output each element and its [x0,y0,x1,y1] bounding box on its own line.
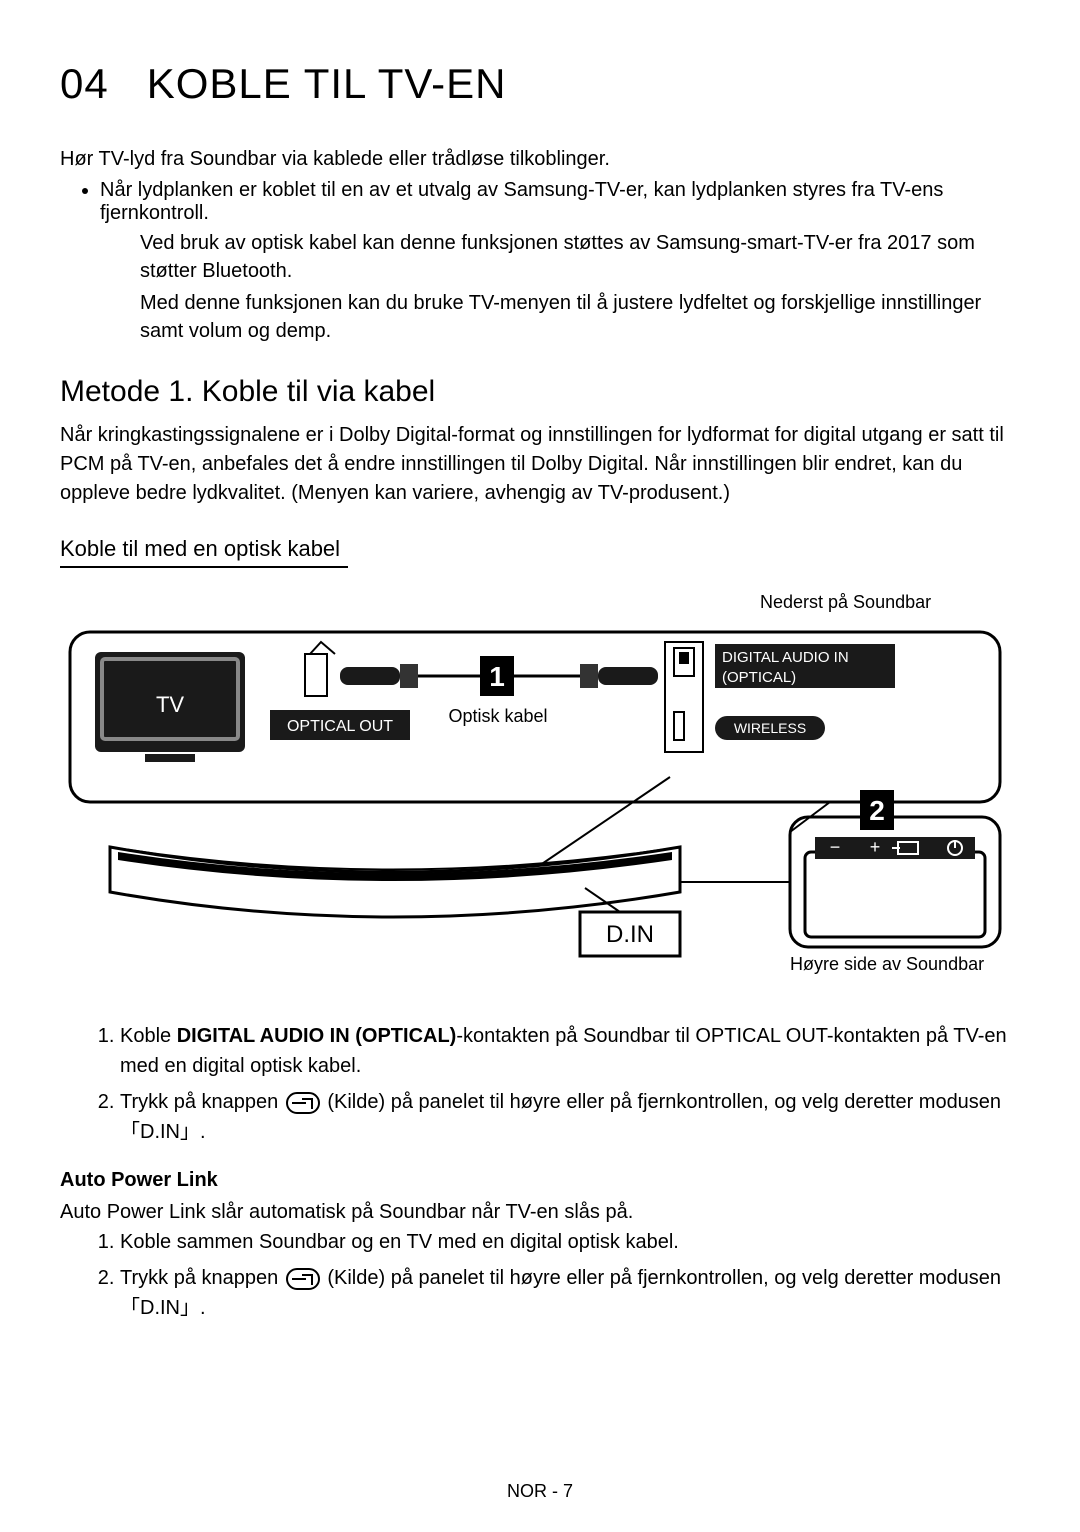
sub-paragraph: Ved bruk av optisk kabel kan denne funks… [60,229,1020,285]
autopower-text: Auto Power Link slår automatisk på Sound… [60,1198,1020,1227]
diagram-caption-bottom: Høyre side av Soundbar [790,954,984,974]
chapter-number: 04 [60,60,109,107]
svg-text:1: 1 [489,661,505,692]
tv-label: TV [156,692,184,717]
list-item: Koble DIGITAL AUDIO IN (OPTICAL)-kontakt… [120,1021,1020,1081]
soundbar-body [110,847,680,917]
connection-steps: Koble DIGITAL AUDIO IN (OPTICAL)-kontakt… [60,1021,1020,1147]
list-item: Trykk på knappen (Kilde) på panelet til … [120,1263,1020,1323]
cable-connector-left [305,642,418,696]
chapter-name: KOBLE TIL TV-EN [147,60,507,107]
list-item: Koble sammen Soundbar og en TV med en di… [120,1227,1020,1257]
sub-paragraph: Med denne funksjonen kan du bruke TV-men… [60,289,1020,345]
list-item: Trykk på knappen (Kilde) på panelet til … [120,1087,1020,1147]
diagram-caption-top: Nederst på Soundbar [760,592,931,612]
optical-cable-label: Optisk kabel [448,706,547,726]
page-footer: NOR - 7 [0,1481,1080,1502]
svg-text:WIRELESS: WIRELESS [734,720,806,736]
svg-text:2: 2 [869,795,885,826]
method-title: Metode 1. Koble til via kabel [60,375,1020,409]
step-2-badge: 2 [860,790,894,830]
intro-bullets: Når lydplanken er koblet til en av et ut… [60,179,1020,225]
soundbar-side-panel: − + [805,837,985,937]
subsection-title: Koble til med en optisk kabel [60,536,348,568]
step-1-badge: 1 [480,656,514,696]
source-icon [286,1092,320,1114]
svg-text:OPTICAL OUT: OPTICAL OUT [287,718,393,735]
soundbar-port-panel: DIGITAL AUDIO IN (OPTICAL) WIRELESS [665,642,895,752]
svg-text:D.IN: D.IN [606,921,654,948]
optical-out-label: OPTICAL OUT [270,710,410,740]
autopower-steps: Koble sammen Soundbar og en TV med en di… [60,1227,1020,1323]
connection-diagram: Nederst på Soundbar TV OPTICAL OUT 1 [60,592,1020,997]
autopower-heading: Auto Power Link [60,1169,1020,1192]
din-label: D.IN [580,912,680,956]
svg-text:DIGITAL AUDIO IN: DIGITAL AUDIO IN [722,649,849,666]
intro-text: Hør TV-lyd fra Soundbar via kablede elle… [60,148,1020,171]
source-icon [286,1268,320,1290]
diagram-svg: Nederst på Soundbar TV OPTICAL OUT 1 [60,592,1020,992]
method-body: Når kringkastingssignalene er i Dolby Di… [60,421,1020,508]
svg-text:+: + [870,837,881,857]
svg-text:(OPTICAL): (OPTICAL) [722,669,796,686]
chapter-title: 04 KOBLE TIL TV-EN [60,60,1020,108]
bullet-item: Når lydplanken er koblet til en av et ut… [100,179,1020,225]
tv-icon: TV [95,652,245,762]
svg-text:−: − [830,837,841,857]
cable-connector-right [580,664,658,688]
